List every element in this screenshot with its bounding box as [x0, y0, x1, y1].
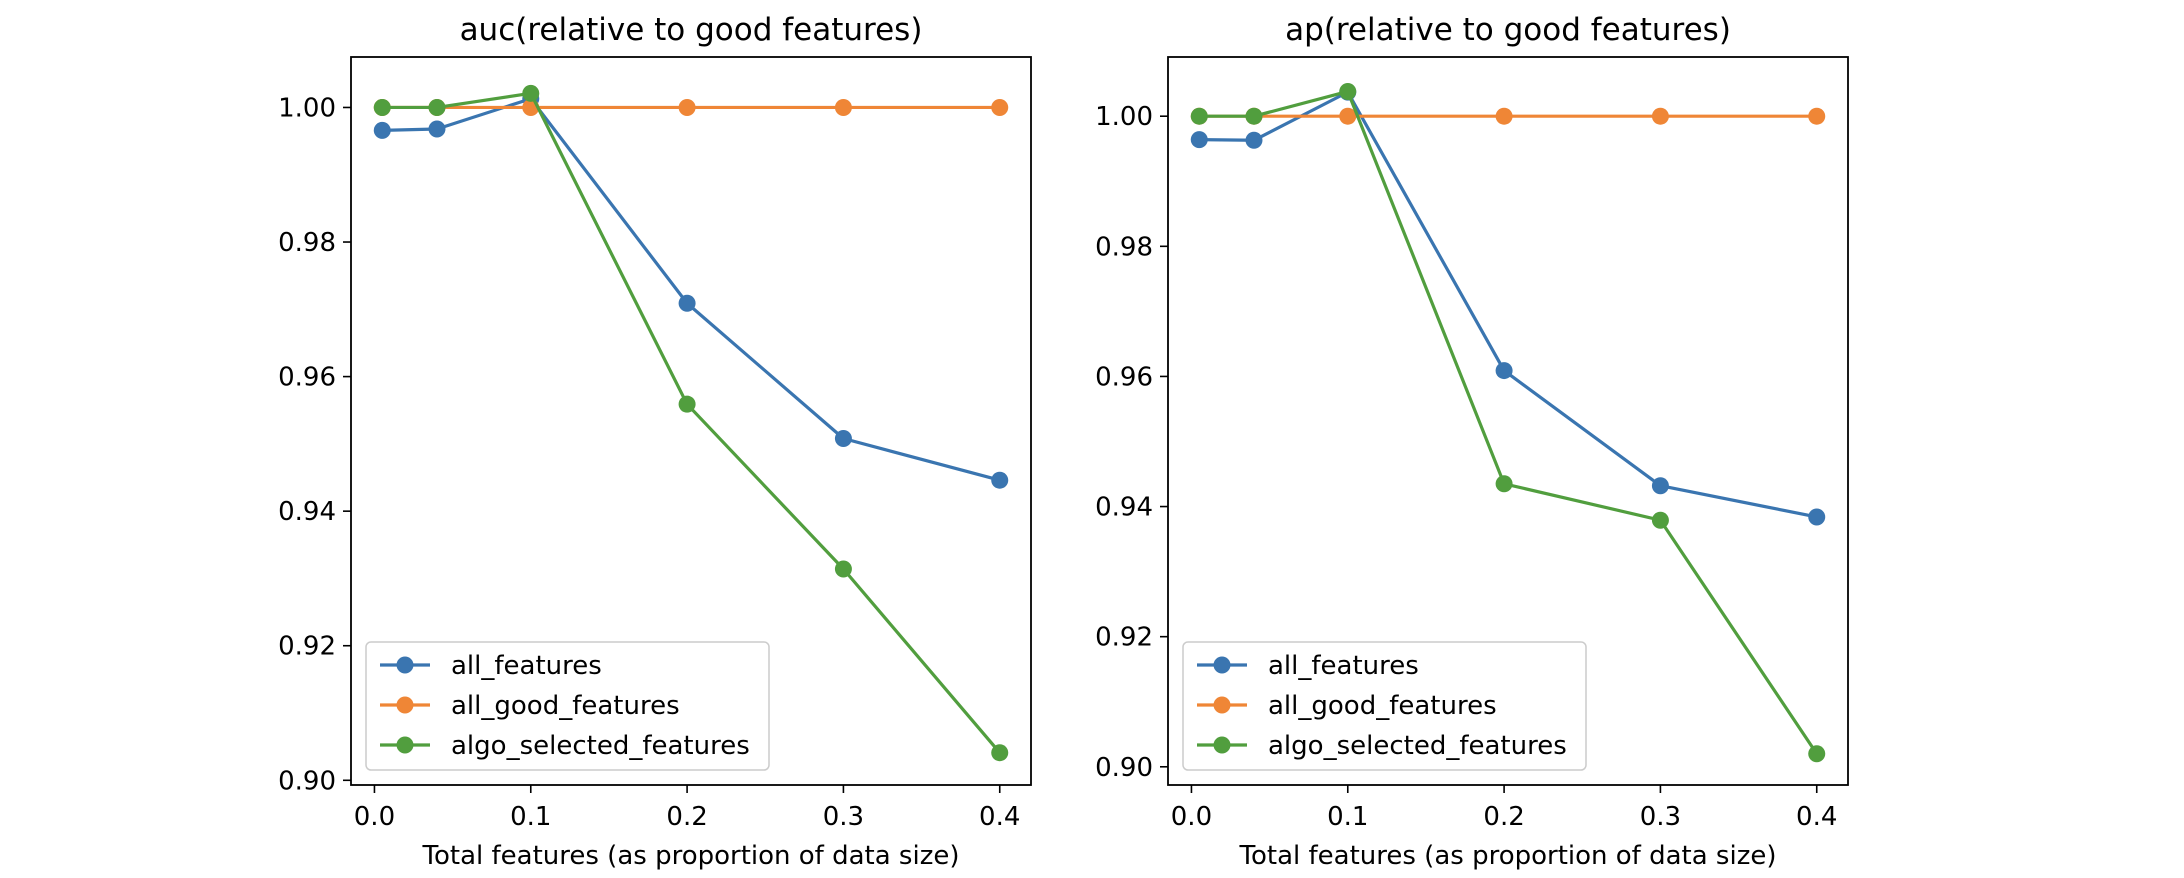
- data-point-algo_selected_features: [1245, 107, 1263, 125]
- data-point-all_good_features: [1651, 107, 1669, 125]
- y-tick-label: 1.00: [1095, 102, 1153, 132]
- legend-marker-all_good_features: [1213, 696, 1231, 714]
- legend-box: [365, 641, 770, 771]
- data-point-algo_selected_features: [522, 84, 540, 102]
- data-point-all_good_features: [1808, 107, 1826, 125]
- legend-label-all_good_features: all_good_features: [1268, 691, 1497, 721]
- x-tick-label: 0.4: [979, 802, 1020, 832]
- data-point-all_features: [834, 429, 852, 447]
- data-point-algo_selected_features: [1495, 475, 1513, 493]
- x-tick-label: 0.0: [354, 802, 395, 832]
- y-tick-label: 0.98: [1095, 232, 1153, 262]
- x-axis-label: Total features (as proportion of data si…: [422, 841, 960, 871]
- y-tick-label: 0.90: [278, 766, 336, 796]
- axes-frame: [350, 56, 1032, 786]
- data-point-all_features: [1808, 508, 1826, 526]
- y-tick-label: 0.92: [278, 632, 336, 662]
- data-point-all_good_features: [991, 98, 1009, 116]
- data-point-algo_selected_features: [1808, 745, 1826, 763]
- legend-marker-algo_selected_features: [1213, 736, 1231, 754]
- x-tick-label: 0.1: [1327, 802, 1368, 832]
- data-point-all_features: [678, 294, 696, 312]
- series-line-algo_selected_features: [1199, 89, 1819, 755]
- data-point-algo_selected_features: [428, 98, 446, 116]
- data-point-all_features: [991, 471, 1009, 489]
- data-point-algo_selected_features: [1651, 511, 1669, 529]
- legend-box: [1182, 641, 1587, 771]
- x-tick-label: 0.4: [1796, 802, 1837, 832]
- axes-frame: [1167, 56, 1849, 786]
- data-point-all_good_features: [834, 98, 852, 116]
- data-point-all_features: [1245, 131, 1263, 149]
- data-point-all_features: [428, 120, 446, 138]
- data-point-all_features: [373, 121, 391, 139]
- y-tick-label: 0.94: [1095, 493, 1153, 523]
- legend-marker-all_features: [1213, 656, 1231, 674]
- y-tick-label: 0.94: [278, 497, 336, 527]
- legend: all_features all_good_features algo_select…: [1182, 641, 1587, 771]
- series-line-all_features: [382, 97, 1001, 482]
- chart-title: ap(relative to good features): [1285, 12, 1731, 48]
- y-tick-label: 1.00: [278, 93, 336, 123]
- data-point-algo_selected_features: [991, 744, 1009, 762]
- x-tick-label: 0.2: [1483, 802, 1524, 832]
- series-line-algo_selected_features: [382, 91, 1001, 754]
- legend-label-all_features: all_features: [1268, 651, 1419, 681]
- legend-label-all_good_features: all_good_features: [451, 691, 680, 721]
- legend-label-algo_selected_features: algo_selected_features: [451, 731, 750, 761]
- x-tick-label: 0.3: [823, 802, 864, 832]
- data-point-all_good_features: [678, 98, 696, 116]
- legend-label-algo_selected_features: algo_selected_features: [1268, 731, 1567, 761]
- data-point-algo_selected_features: [678, 395, 696, 413]
- series-algo_selected_features: [373, 84, 1009, 762]
- data-point-all_features: [1190, 131, 1208, 149]
- data-point-algo_selected_features: [373, 98, 391, 116]
- x-tick-label: 0.0: [1171, 802, 1212, 832]
- x-axis-label: Total features (as proportion of data si…: [1239, 841, 1777, 871]
- y-tick-label: 0.98: [278, 228, 336, 258]
- data-point-algo_selected_features: [1190, 107, 1208, 125]
- legend-label-all_features: all_features: [451, 651, 602, 681]
- y-tick-label: 0.96: [278, 363, 336, 393]
- data-point-algo_selected_features: [834, 560, 852, 578]
- data-point-all_good_features: [1339, 107, 1357, 125]
- legend-marker-algo_selected_features: [396, 736, 414, 754]
- x-tick-label: 0.3: [1640, 802, 1681, 832]
- series-all_features: [1190, 83, 1826, 526]
- data-point-all_features: [1651, 477, 1669, 495]
- y-tick-label: 0.90: [1095, 753, 1153, 783]
- data-point-all_features: [1495, 362, 1513, 380]
- x-tick-label: 0.1: [510, 802, 551, 832]
- legend-marker-all_features: [396, 656, 414, 674]
- series-line-all_features: [1199, 90, 1818, 519]
- chart-title: auc(relative to good features): [460, 12, 923, 48]
- data-point-all_good_features: [1495, 107, 1513, 125]
- chart-panel-1: ap(relative to good features) 0.90 0.92 0.9…: [1095, 12, 1849, 871]
- legend: all_features all_good_features algo_select…: [365, 641, 770, 771]
- x-tick-label: 0.2: [666, 802, 707, 832]
- data-point-algo_selected_features: [1339, 82, 1357, 100]
- series-algo_selected_features: [1190, 82, 1826, 763]
- legend-marker-all_good_features: [396, 696, 414, 714]
- y-tick-label: 0.92: [1095, 623, 1153, 653]
- chart-panel-0: auc(relative to good features) 0.90 0.92 0.…: [278, 12, 1032, 871]
- series-all_features: [373, 90, 1009, 489]
- y-tick-label: 0.96: [1095, 362, 1153, 392]
